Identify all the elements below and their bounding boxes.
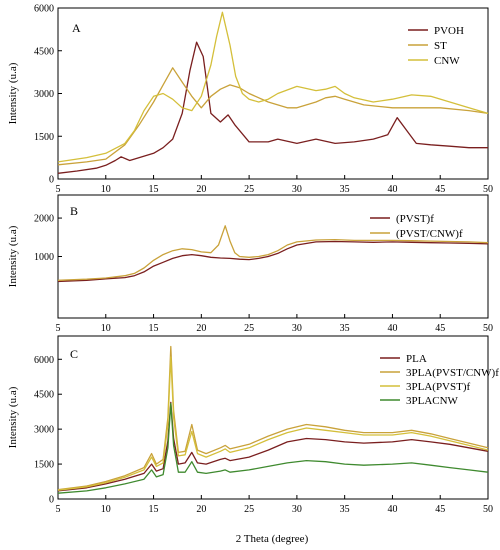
x-tick-label: 40 xyxy=(387,504,397,515)
x-tick-label: 30 xyxy=(292,504,302,515)
x-tick-label: 30 xyxy=(292,184,302,195)
panel-b: 5 10 15 20 25 30 35 40 45 50 1000 2000 Intensity (u.… xyxy=(7,194,493,334)
legend-label: ST xyxy=(434,40,447,52)
x-tick-label: 15 xyxy=(149,504,159,515)
x-tick-label: 20 xyxy=(196,323,206,334)
x-tick-label: 25 xyxy=(244,323,254,334)
y-axis-title: Intensity (u.a) xyxy=(7,62,19,124)
y-tick-label: 2000 xyxy=(34,214,54,225)
x-tick-label: 10 xyxy=(101,504,111,515)
x-tick-label: 5 xyxy=(56,184,61,195)
panel-label: A xyxy=(72,21,81,35)
y-tick-label: 6000 xyxy=(34,4,54,15)
series-line-cnw xyxy=(57,11,489,163)
panel-c: 5 10 15 20 25 30 35 40 45 50 0 1500 3000 4500 6000 Inte… xyxy=(7,335,499,515)
legend-label: PVOH xyxy=(434,25,464,37)
x-tick-label: 45 xyxy=(435,184,445,195)
panel-a: 5 10 15 20 25 30 35 40 45 50 0 1500 3000 4500 6000 Inte… xyxy=(7,4,493,196)
y-tick-label: 6000 xyxy=(34,355,54,366)
plot-frame xyxy=(57,7,489,180)
y-tick-label: 3000 xyxy=(34,425,54,436)
x-tick-label: 5 xyxy=(56,504,61,515)
y-tick-label: 1500 xyxy=(34,132,54,143)
series-line--pvst-cnw-f xyxy=(57,225,489,281)
x-tick-label: 50 xyxy=(483,184,493,195)
x-axis-title: 2 Theta (degree) xyxy=(236,533,309,545)
panel-label: B xyxy=(70,204,78,218)
y-tick-label: 0 xyxy=(49,495,54,506)
legend-label: 3PLA(PVST/CNW)f xyxy=(406,367,499,379)
x-tick-label: 35 xyxy=(340,184,350,195)
y-tick-label: 4500 xyxy=(34,390,54,401)
y-tick-label: 1000 xyxy=(34,252,54,263)
x-tick-label: 10 xyxy=(101,184,111,195)
x-tick-label: 15 xyxy=(149,184,159,195)
legend-label: 3PLACNW xyxy=(406,395,459,407)
y-axis-title: Intensity (u.a) xyxy=(7,225,19,287)
legend-label: (PVST)f xyxy=(396,213,434,225)
x-tick-label: 10 xyxy=(101,323,111,334)
x-tick-label: 20 xyxy=(196,184,206,195)
y-tick-label: 3000 xyxy=(34,89,54,100)
x-tick-label: 40 xyxy=(387,323,397,334)
legend-label: CNW xyxy=(434,55,460,67)
legend-label: (PVST/CNW)f xyxy=(396,228,463,240)
series-line-3pla-pvst-cnw-f xyxy=(57,345,489,491)
legend-label: 3PLA(PVST)f xyxy=(406,381,471,393)
series-line-3placnw xyxy=(57,402,489,494)
x-tick-label: 40 xyxy=(387,184,397,195)
x-tick-label: 30 xyxy=(292,323,302,334)
x-tick-label: 35 xyxy=(340,504,350,515)
x-tick-label: 15 xyxy=(149,323,159,334)
x-tick-label: 50 xyxy=(483,504,493,515)
x-tick-label: 45 xyxy=(435,504,445,515)
x-tick-label: 5 xyxy=(56,323,61,334)
x-tick-label: 20 xyxy=(196,504,206,515)
y-tick-label: 1500 xyxy=(34,460,54,471)
series-line-pla xyxy=(57,401,489,492)
x-tick-label: 50 xyxy=(483,323,493,334)
x-tick-label: 35 xyxy=(340,323,350,334)
legend-label: PLA xyxy=(406,353,427,365)
y-tick-label: 0 xyxy=(49,175,54,186)
panel-label: C xyxy=(70,347,78,361)
series-line--pvst-f xyxy=(57,240,489,283)
plot-frame xyxy=(57,335,489,500)
x-tick-label: 25 xyxy=(244,504,254,515)
y-tick-label: 4500 xyxy=(34,46,54,57)
x-tick-label: 45 xyxy=(435,323,445,334)
series-line-3pla-pvst-f xyxy=(57,356,489,491)
series-line-pvoh xyxy=(57,41,488,174)
x-tick-label: 25 xyxy=(244,184,254,195)
series-line-st xyxy=(57,67,489,166)
y-axis-title: Intensity (u.a) xyxy=(7,386,19,448)
